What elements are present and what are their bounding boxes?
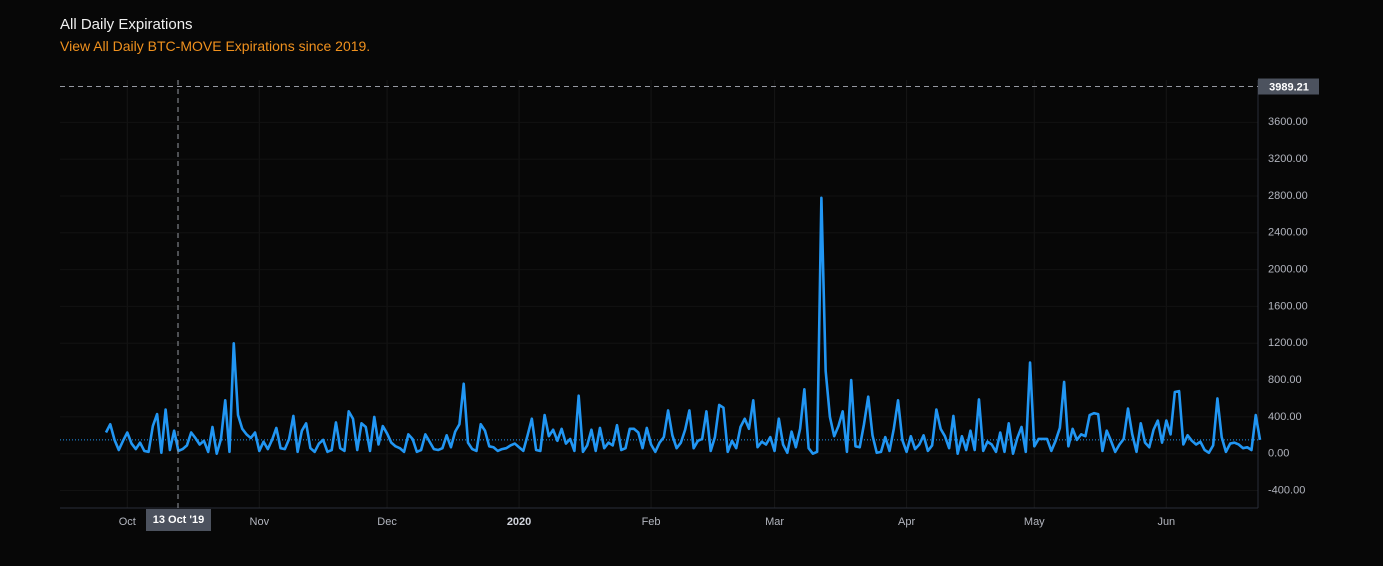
y-tick-label: -400.00 xyxy=(1268,484,1305,496)
y-tick-label: 2000.00 xyxy=(1268,264,1308,276)
y-tick-label: 800.00 xyxy=(1268,374,1302,386)
x-tick-label: Nov xyxy=(250,516,270,528)
crosshair-y-label: 3989.21 xyxy=(1269,81,1309,93)
y-tick-label: 2800.00 xyxy=(1268,190,1308,202)
x-tick-label: 2020 xyxy=(507,516,531,528)
x-tick-label: Oct xyxy=(119,516,136,528)
chart-subtitle[interactable]: View All Daily BTC-MOVE Expirations sinc… xyxy=(60,38,371,54)
y-tick-label: 0.00 xyxy=(1268,448,1289,460)
x-tick-label: Apr xyxy=(898,516,915,528)
x-tick-label: Feb xyxy=(642,516,661,528)
y-tick-label: 3600.00 xyxy=(1268,116,1308,128)
x-tick-label: May xyxy=(1024,516,1045,528)
x-tick-label: Jun xyxy=(1157,516,1175,528)
crosshair-x-label: 13 Oct '19 xyxy=(153,514,205,526)
x-tick-label: Mar xyxy=(765,516,784,528)
y-tick-label: 2400.00 xyxy=(1268,227,1308,239)
y-tick-label: 400.00 xyxy=(1268,411,1302,423)
y-tick-label: 1600.00 xyxy=(1268,300,1308,312)
crosshair-y-box xyxy=(1258,78,1319,95)
crosshair-x-box xyxy=(146,509,211,531)
series-line xyxy=(104,196,1262,455)
x-tick-label: Dec xyxy=(377,516,397,528)
y-tick-label: 1200.00 xyxy=(1268,337,1308,349)
y-tick-label: 3200.00 xyxy=(1268,153,1308,165)
chart-title: All Daily Expirations xyxy=(60,16,193,33)
